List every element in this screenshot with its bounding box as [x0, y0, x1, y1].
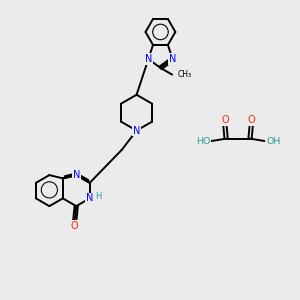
Text: HO: HO: [196, 136, 210, 146]
Text: N: N: [133, 126, 140, 136]
Text: CH₃: CH₃: [178, 70, 192, 79]
Text: N: N: [169, 54, 176, 64]
Text: N: N: [73, 170, 80, 180]
Text: H: H: [95, 192, 101, 201]
Text: O: O: [221, 115, 229, 125]
Text: OH: OH: [266, 136, 281, 146]
Text: N: N: [86, 194, 93, 203]
Text: O: O: [71, 221, 79, 231]
Text: O: O: [248, 115, 255, 125]
Text: N: N: [145, 54, 152, 64]
